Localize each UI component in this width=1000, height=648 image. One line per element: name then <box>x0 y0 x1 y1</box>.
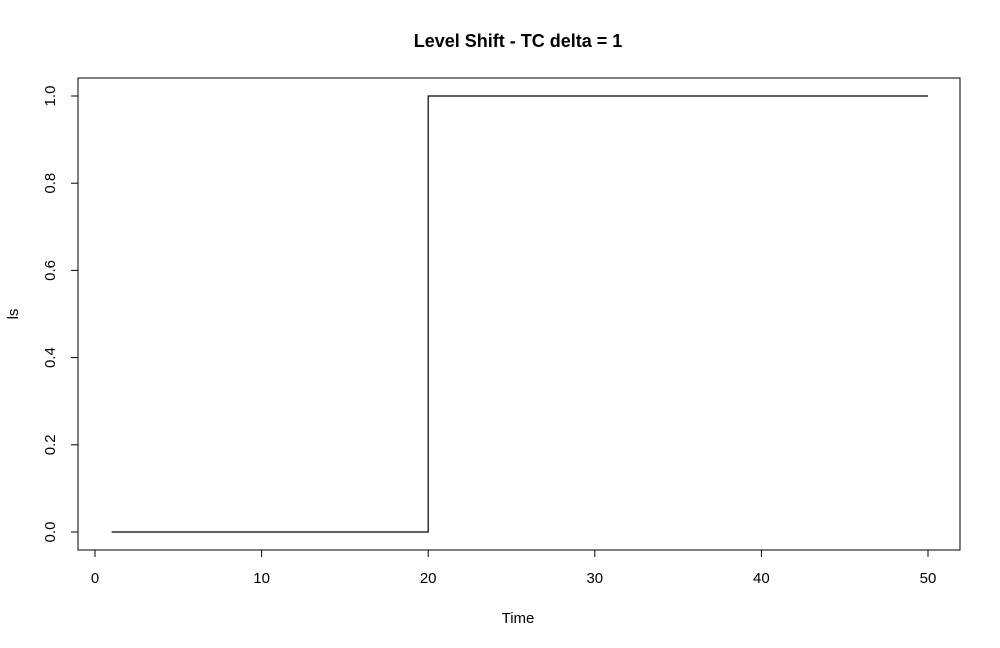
plot-frame <box>77 77 961 551</box>
y-tick-label: 0.4 <box>42 347 59 368</box>
x-tick-label: 20 <box>420 570 437 587</box>
x-axis-label: Time <box>502 610 535 627</box>
x-tick-label: 10 <box>253 570 270 587</box>
series-layer <box>111 95 928 533</box>
y-axis: 0.0 0.2 0.4 0.6 0.8 1.0 <box>42 86 79 543</box>
y-tick-label: 0.6 <box>42 260 59 281</box>
x-tick-label: 0 <box>91 570 99 587</box>
series-line <box>111 95 928 533</box>
chart-title: Level Shift - TC delta = 1 <box>414 31 623 51</box>
x-tick-label: 40 <box>753 570 770 587</box>
x-tick-label: 50 <box>920 570 937 587</box>
y-axis-label: ls <box>5 309 22 320</box>
y-tick-label: 1.0 <box>42 86 59 107</box>
y-tick-label: 0.0 <box>42 522 59 543</box>
y-tick-label: 0.8 <box>42 173 59 194</box>
y-tick-label: 0.2 <box>42 434 59 455</box>
x-axis: 0 10 20 30 40 50 <box>91 549 937 587</box>
x-tick-label: 30 <box>586 570 603 587</box>
